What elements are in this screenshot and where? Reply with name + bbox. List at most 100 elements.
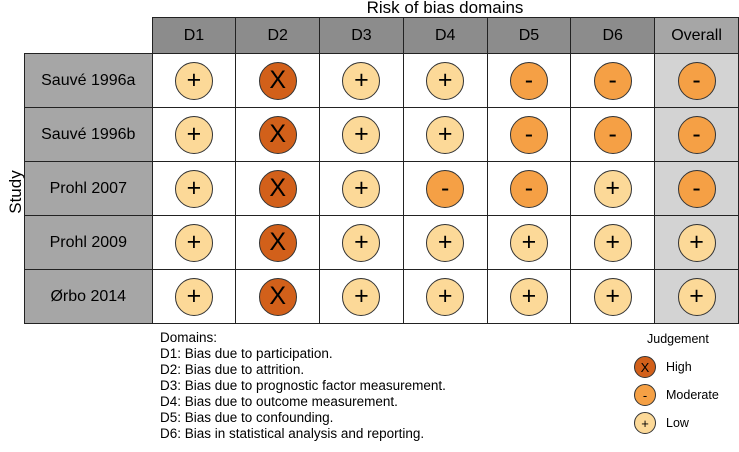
rating-cell: + bbox=[570, 215, 656, 270]
rating-marker-high: X bbox=[258, 115, 297, 154]
rating-marker-low: + bbox=[593, 169, 632, 208]
header-d3: D3 bbox=[319, 17, 404, 54]
rating-marker-moderate: - bbox=[677, 115, 716, 154]
rating-cell: - bbox=[654, 53, 739, 108]
rating-cell: + bbox=[319, 53, 404, 108]
rating-marker-high: X bbox=[258, 61, 297, 100]
rating-cell: + bbox=[486, 215, 572, 270]
rating-marker-moderate: - bbox=[677, 169, 716, 208]
rating-marker-low: + bbox=[509, 223, 548, 262]
rating-cell: X bbox=[235, 53, 321, 108]
rating-cell: - bbox=[654, 161, 739, 216]
rating-marker-low: + bbox=[677, 277, 716, 316]
rating-cell: + bbox=[151, 269, 237, 324]
domains-heading: Domains: bbox=[160, 330, 218, 345]
rating-cell: - bbox=[570, 53, 656, 108]
legend-item-high: X High bbox=[634, 356, 692, 378]
rating-marker-high: X bbox=[258, 223, 297, 262]
rating-marker-high: X bbox=[258, 277, 297, 316]
domain-description-d2: D2: Bias due to attrition. bbox=[160, 362, 305, 377]
legend-low-label: Low bbox=[666, 416, 689, 430]
rating-marker-low: + bbox=[426, 223, 465, 262]
rating-cell: + bbox=[151, 215, 237, 270]
domain-description-d4: D4: Bias due to outcome measurement. bbox=[160, 394, 398, 409]
study-label: Sauvé 1996a bbox=[24, 53, 153, 108]
study-row: Ørbo 2014 + X + + + + + bbox=[24, 269, 739, 324]
study-label: Ørbo 2014 bbox=[24, 269, 153, 324]
domain-descriptions: Domains: D1: Bias due to participation. … bbox=[160, 330, 446, 442]
header-d2: D2 bbox=[235, 17, 321, 54]
rating-cell: + bbox=[654, 215, 739, 270]
rating-marker-low: + bbox=[426, 61, 465, 100]
rating-marker-low: + bbox=[174, 223, 213, 262]
rating-cell: - bbox=[570, 107, 656, 162]
rating-marker-low: + bbox=[342, 61, 381, 100]
domain-description-d5: D5: Bias due to confounding. bbox=[160, 410, 334, 425]
study-label: Prohl 2009 bbox=[24, 215, 153, 270]
legend-moderate-label: Moderate bbox=[666, 388, 719, 402]
domain-description-d3: D3: Bias due to prognostic factor measur… bbox=[160, 378, 446, 393]
study-row: Sauvé 1996a + X + + - - - bbox=[24, 53, 739, 108]
rating-cell: X bbox=[235, 161, 321, 216]
rating-cell: + bbox=[402, 215, 488, 270]
rating-marker-low: + bbox=[677, 223, 716, 262]
rating-marker-high: X bbox=[258, 169, 297, 208]
rating-cell: + bbox=[319, 215, 404, 270]
rating-marker-low: + bbox=[593, 223, 632, 262]
header-d6: D6 bbox=[570, 17, 656, 54]
legend-moderate-marker: - bbox=[634, 384, 656, 406]
rating-cell: + bbox=[402, 269, 488, 324]
rating-cell: + bbox=[319, 269, 404, 324]
rating-cell: X bbox=[235, 269, 321, 324]
rating-marker-moderate: - bbox=[426, 169, 465, 208]
rating-marker-low: + bbox=[342, 115, 381, 154]
study-row: Sauvé 1996b + X + + - - - bbox=[24, 107, 739, 162]
rating-cell: + bbox=[151, 161, 237, 216]
rating-cell: + bbox=[486, 269, 572, 324]
legend-title: Judgement bbox=[647, 332, 709, 346]
rating-marker-low: + bbox=[174, 115, 213, 154]
rating-marker-moderate: - bbox=[509, 169, 548, 208]
legend-item-low: + Low bbox=[634, 412, 689, 434]
y-axis-label: Study bbox=[6, 170, 25, 214]
legend-low-marker: + bbox=[634, 412, 656, 434]
study-label: Sauvé 1996b bbox=[24, 107, 153, 162]
corner-cell bbox=[25, 18, 153, 54]
rating-marker-moderate: - bbox=[509, 115, 548, 154]
legend-high-label: High bbox=[666, 360, 692, 374]
rating-marker-moderate: - bbox=[509, 61, 548, 100]
rating-cell: + bbox=[319, 107, 404, 162]
rating-cell: + bbox=[402, 53, 488, 108]
study-label: Prohl 2007 bbox=[24, 161, 153, 216]
rating-marker-low: + bbox=[342, 169, 381, 208]
rating-cell: + bbox=[151, 107, 237, 162]
rating-marker-low: + bbox=[174, 61, 213, 100]
study-row: Prohl 2009 + X + + + + + bbox=[24, 215, 739, 270]
rating-marker-low: + bbox=[426, 277, 465, 316]
rating-cell: - bbox=[486, 161, 572, 216]
rating-marker-low: + bbox=[593, 277, 632, 316]
rating-cell: + bbox=[402, 107, 488, 162]
rating-cell: X bbox=[235, 107, 321, 162]
rating-marker-low: + bbox=[174, 277, 213, 316]
header-d4: D4 bbox=[402, 17, 488, 54]
rating-cell: - bbox=[402, 161, 488, 216]
legend-high-marker: X bbox=[634, 356, 656, 378]
rating-cell: + bbox=[570, 269, 656, 324]
grid-body: Sauvé 1996a + X + + - - - Sauvé 1996b + X + + - - - Proh… bbox=[24, 53, 739, 324]
domain-description-d1: D1: Bias due to participation. bbox=[160, 346, 333, 361]
rating-marker-moderate: - bbox=[593, 115, 632, 154]
rating-cell: + bbox=[654, 269, 739, 324]
rating-cell: - bbox=[486, 53, 572, 108]
risk-of-bias-grid: D1 D2 D3 D4 D5 D6 Overall Sauvé 1996a + X +… bbox=[24, 17, 739, 324]
rating-cell: + bbox=[570, 161, 656, 216]
domain-description-d6: D6: Bias in statistical analysis and rep… bbox=[160, 426, 425, 441]
study-row: Prohl 2007 + X + - - + - bbox=[24, 161, 739, 216]
domain-header-row: D1 D2 D3 D4 D5 D6 Overall bbox=[25, 17, 739, 54]
rating-cell: X bbox=[235, 215, 321, 270]
rating-marker-low: + bbox=[426, 115, 465, 154]
rating-marker-moderate: - bbox=[677, 61, 716, 100]
rating-marker-low: + bbox=[509, 277, 548, 316]
rating-marker-low: + bbox=[174, 169, 213, 208]
rating-marker-low: + bbox=[342, 223, 381, 262]
